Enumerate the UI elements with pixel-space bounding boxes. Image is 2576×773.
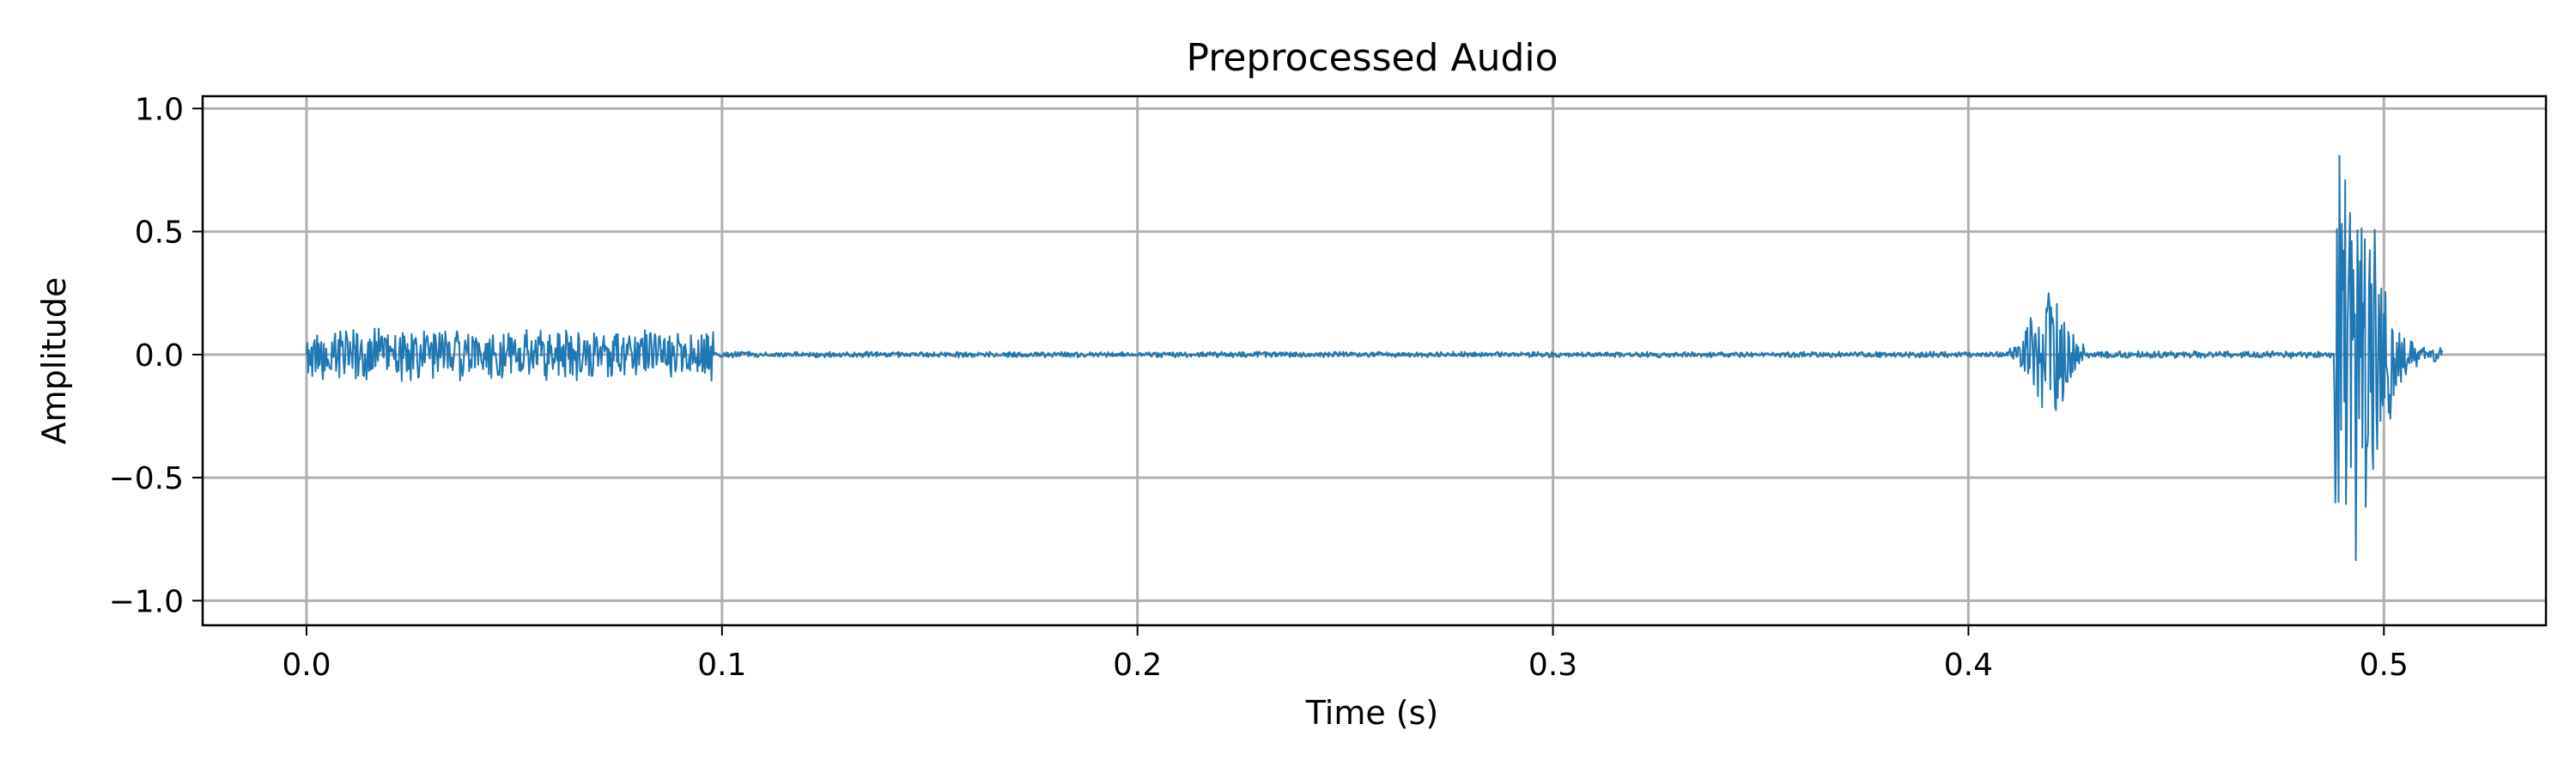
y-tick-label: −1.0 [109,584,184,619]
y-tick-label: 1.0 [135,92,184,127]
x-tick-label: 0.1 [697,648,746,683]
plot-frame [201,94,2548,627]
x-tick-label: 0.0 [282,648,331,683]
plot-area [306,155,2443,562]
waveform-series-line [306,155,2443,562]
x-tick-label: 0.2 [1113,648,1162,683]
y-axis-label: Amplitude [35,277,73,445]
chart-title: Preprocessed Audio [1186,36,1558,80]
x-tick-label: 0.5 [2360,648,2409,683]
y-tick-label: 0.5 [135,216,184,251]
x-tick-label: 0.3 [1528,648,1577,683]
axis-ticks: 0.0 0.1 0.2 0.3 0.4 0.5 1.0 0.5 0.0 −0.5 −1.0 [109,92,2409,683]
x-axis-label: Time (s) [1305,694,1439,732]
x-tick-label: 0.4 [1944,648,1993,683]
y-tick-label: 0.0 [135,338,184,374]
y-tick-label: −0.5 [109,461,184,496]
